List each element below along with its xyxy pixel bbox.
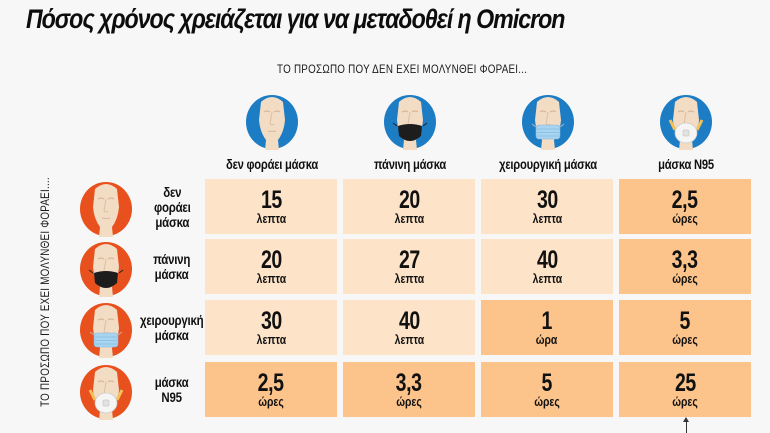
face-surgical-mask-icon (518, 90, 578, 150)
row-label: μάσκα N95 (136, 362, 208, 418)
column-label: πάνινη μάσκα (374, 156, 446, 172)
time-unit: ώρες (534, 394, 560, 409)
row-label-line: δεν (162, 183, 182, 200)
time-value: 5 (679, 307, 691, 335)
time-value: 1 (541, 307, 553, 335)
table-cell: 3,3 ώρες (343, 362, 475, 417)
time-value: 5 (541, 369, 553, 397)
face-n95-mask-icon (76, 360, 136, 420)
time-unit: λεπτα (532, 271, 562, 286)
time-value: 40 (536, 246, 558, 274)
time-unit: λεπτα (532, 211, 562, 226)
row-header-cloth: πάνινη μάσκα (76, 237, 208, 297)
table-cell: 40 λεπτα (343, 300, 475, 355)
time-unit: λεπτα (256, 211, 286, 226)
time-value: 27 (398, 246, 420, 274)
row-label-line: μάσκα (155, 327, 189, 343)
row-header-n95: μάσκα N95 (76, 360, 208, 420)
time-unit: ώρες (672, 211, 698, 226)
face-cloth-mask-icon (380, 90, 440, 150)
arrow-up-icon (683, 417, 689, 433)
time-unit: λεπτα (394, 211, 424, 226)
time-unit: ώρες (396, 394, 422, 409)
face-cloth-mask-icon (76, 237, 136, 297)
time-value: 15 (260, 186, 282, 214)
row-label-line: μάσκα (155, 266, 189, 282)
column-axis-caption: ΤΟ ΠΡΟΣΩΠΟ ΠΟΥ ΔΕΝ ΕΧΕΙ ΜΟΛΥΝΘΕΙ ΦΟΡΑΕΙ.… (277, 62, 528, 76)
table-cell: 25 ώρες (619, 362, 751, 417)
table-cell: 5 ώρες (481, 362, 613, 417)
face-none-mask-icon (76, 177, 136, 237)
time-value: 3,3 (396, 369, 422, 397)
column-label: χειρουργική μάσκα (499, 156, 597, 172)
row-label-line: πάνινη (153, 251, 191, 267)
page-title: Πόσος χρόνος χρειάζεται για να μεταδοθεί… (26, 4, 565, 34)
table-cell: 15 λεπτα (205, 179, 337, 234)
time-unit: λεπτα (394, 271, 424, 286)
time-unit: ώρες (672, 271, 698, 286)
column-label: μάσκα N95 (658, 156, 714, 172)
row-label-line: μάσκα (155, 374, 189, 390)
time-value: 20 (260, 246, 282, 274)
time-unit: λεπτα (256, 271, 286, 286)
time-value: 2,5 (672, 186, 698, 214)
row-label: πάνινη μάσκα (136, 239, 208, 295)
time-value: 30 (536, 186, 558, 214)
table-cell: 2,5 ώρες (619, 179, 751, 234)
time-value: 20 (398, 186, 420, 214)
time-value: 25 (674, 369, 696, 397)
row-header-none: δεν φοράει μάσκα (76, 177, 208, 237)
time-value: 40 (398, 307, 420, 335)
time-unit: ώρες (672, 394, 698, 409)
time-value: 2,5 (258, 369, 284, 397)
row-axis-caption: ΤΟ ΠΡΟΣΩΠΟ ΠΟΥ ΕΧΕΙ ΜΟΛΥΝΘΕΙ ΦΟΡΑΕΙ.... (38, 177, 52, 407)
table-cell: 5 ώρες (619, 300, 751, 355)
table-cell: 30 λεπτα (481, 179, 613, 234)
table-cell: 27 λεπτα (343, 239, 475, 294)
face-none-mask-icon (242, 90, 302, 150)
table-cell: 20 λεπτα (205, 239, 337, 294)
row-label: χειρουργική μάσκα (136, 300, 208, 356)
table-cell: 20 λεπτα (343, 179, 475, 234)
table-cell: 2,5 ώρες (205, 362, 337, 417)
table-cell: 30 λεπτα (205, 300, 337, 355)
row-label-line: N95 (161, 389, 183, 405)
row-label-line: φοράει (153, 198, 191, 215)
time-unit: ώρες (258, 394, 284, 409)
time-unit: ώρα (536, 332, 558, 347)
table-cell: 40 λεπτα (481, 239, 613, 294)
time-unit: λεπτα (256, 332, 286, 347)
table-cell: 3,3 ώρες (619, 239, 751, 294)
row-label-line: μάσκα (155, 213, 189, 230)
time-value: 30 (260, 307, 282, 335)
time-unit: λεπτα (394, 332, 424, 347)
row-label: δεν φοράει μάσκα (136, 179, 208, 235)
row-header-surgical: χειρουργική μάσκα (76, 298, 208, 358)
time-value: 3,3 (672, 246, 698, 274)
column-label: δεν φοράει μάσκα (226, 156, 318, 172)
face-surgical-mask-icon (76, 298, 136, 358)
row-label-line: χειρουργική (140, 312, 204, 328)
face-n95-mask-icon (656, 90, 716, 150)
time-unit: ώρες (672, 332, 698, 347)
table-cell: 1 ώρα (481, 300, 613, 355)
